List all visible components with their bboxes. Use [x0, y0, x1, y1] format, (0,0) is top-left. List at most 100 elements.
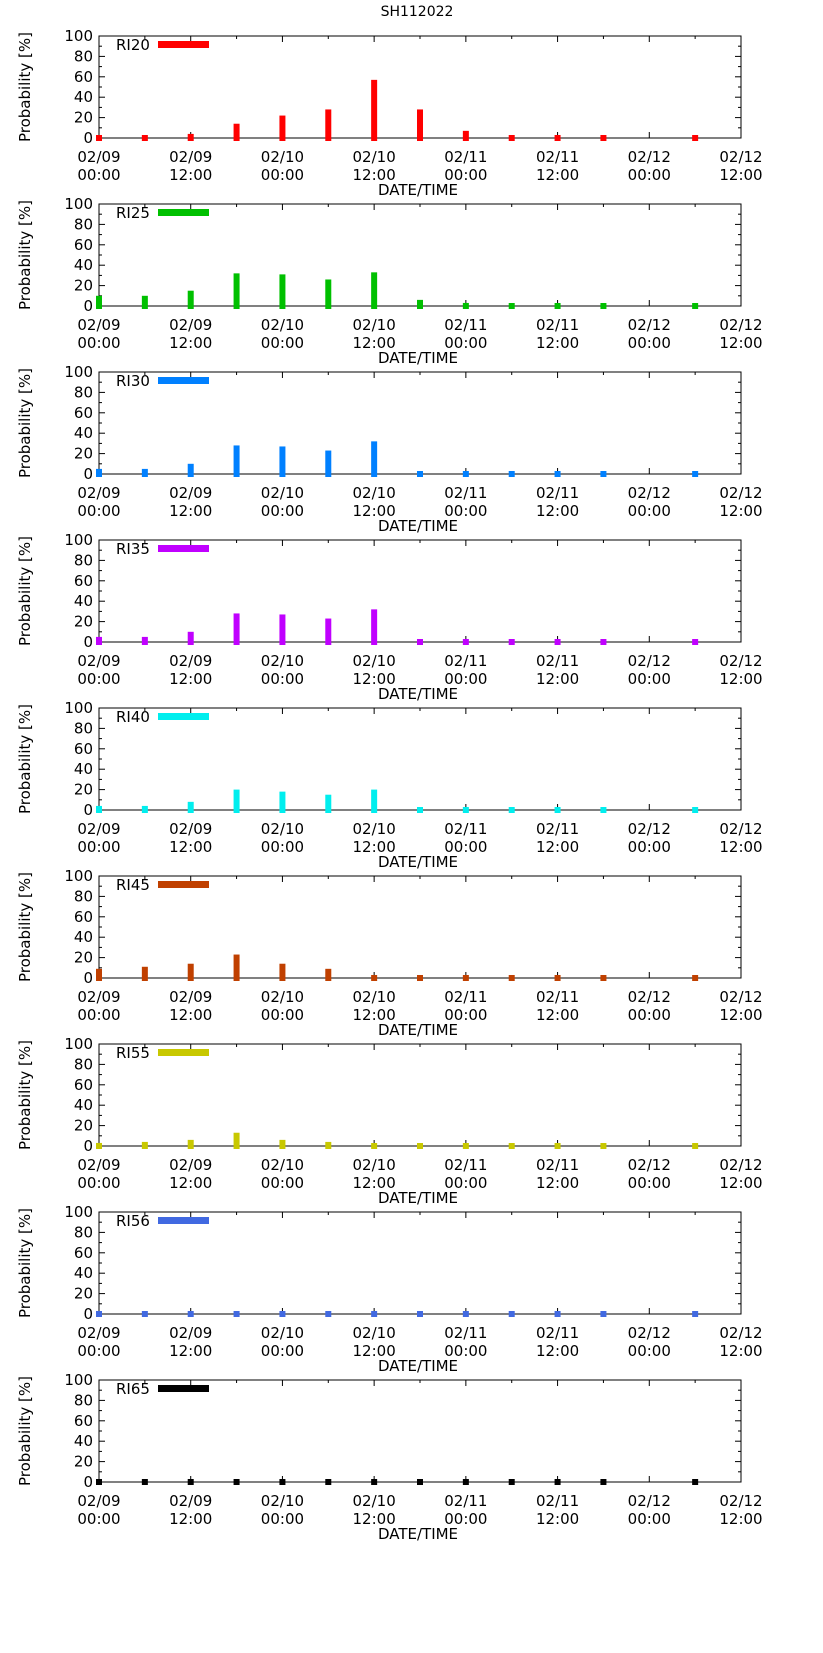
x-tick-label-date: 02/10 — [261, 148, 304, 166]
y-tick-label: 20 — [74, 109, 93, 127]
x-tick-label-time: 00:00 — [261, 838, 304, 856]
y-axis-label: Probability [%] — [16, 1208, 34, 1318]
bar — [371, 609, 378, 645]
y-tick-label: 80 — [74, 383, 93, 401]
x-tick-label-time: 12:00 — [353, 838, 396, 856]
y-axis-label: Probability [%] — [16, 536, 34, 646]
x-tick-label-time: 00:00 — [77, 1006, 120, 1024]
y-tick-label: 0 — [83, 1137, 93, 1155]
y-tick-label: 100 — [64, 1035, 93, 1053]
x-tick-label-date: 02/09 — [77, 316, 120, 334]
x-tick-label-date: 02/12 — [628, 1156, 671, 1174]
bar — [96, 468, 102, 477]
x-tick-label-date: 02/12 — [719, 988, 762, 1006]
x-tick-label-date: 02/12 — [628, 316, 671, 334]
x-tick-label-time: 00:00 — [628, 838, 671, 856]
y-tick-label: 20 — [74, 1453, 93, 1471]
y-tick-label: 40 — [74, 256, 93, 274]
bar — [371, 441, 378, 477]
x-tick-label-date: 02/09 — [77, 1324, 120, 1342]
bar — [371, 975, 378, 981]
x-tick-label-time: 12:00 — [536, 1510, 579, 1528]
x-tick-label-time: 00:00 — [444, 334, 487, 352]
bar — [187, 1479, 194, 1485]
x-tick-label-date: 02/12 — [628, 1492, 671, 1510]
x-tick-label-date: 02/11 — [444, 652, 487, 670]
x-tick-label-time: 00:00 — [77, 670, 120, 688]
y-tick-label: 100 — [64, 27, 93, 45]
bar — [462, 1143, 469, 1149]
x-tick-label-time: 00:00 — [77, 1174, 120, 1192]
x-tick-label-date: 02/10 — [261, 820, 304, 838]
x-tick-label-date: 02/11 — [536, 1324, 579, 1342]
bar — [554, 975, 561, 981]
bar — [600, 135, 607, 141]
x-axis-label: DATE/TIME — [378, 1021, 458, 1039]
x-tick-label-time: 00:00 — [77, 1342, 120, 1360]
legend-swatch — [158, 209, 209, 216]
x-tick-label-time: 00:00 — [77, 334, 120, 352]
x-tick-label-date: 02/12 — [628, 484, 671, 502]
bar — [692, 975, 699, 981]
x-tick-label-time: 00:00 — [444, 1006, 487, 1024]
x-tick-label-date: 02/11 — [536, 820, 579, 838]
bar — [508, 303, 515, 309]
bar — [462, 807, 469, 813]
y-axis-label: Probability [%] — [16, 200, 34, 310]
x-tick-label-time: 12:00 — [353, 502, 396, 520]
x-tick-label-time: 00:00 — [261, 1006, 304, 1024]
x-tick-label-time: 12:00 — [353, 1342, 396, 1360]
x-tick-label-time: 12:00 — [719, 1510, 762, 1528]
x-tick-label-time: 12:00 — [169, 1342, 212, 1360]
bar — [554, 303, 561, 309]
bar — [233, 789, 240, 813]
bar — [508, 639, 515, 645]
x-tick-label-date: 02/09 — [169, 1492, 212, 1510]
y-tick-label: 0 — [83, 633, 93, 651]
x-tick-label-time: 12:00 — [536, 502, 579, 520]
bar — [325, 1479, 332, 1485]
x-tick-label-date: 02/09 — [169, 652, 212, 670]
x-axis-label: DATE/TIME — [378, 181, 458, 199]
x-tick-label-time: 12:00 — [719, 1174, 762, 1192]
y-axis-label: Probability [%] — [16, 1376, 34, 1486]
x-tick-label-time: 00:00 — [628, 334, 671, 352]
x-tick-label-time: 12:00 — [353, 1006, 396, 1024]
bar — [187, 1139, 194, 1149]
y-axis-label: Probability [%] — [16, 704, 34, 814]
plot-frame — [98, 1043, 742, 1147]
x-tick-label-time: 00:00 — [444, 1174, 487, 1192]
bar — [600, 975, 607, 981]
y-tick-label: 60 — [74, 1244, 93, 1262]
x-tick-label-date: 02/10 — [261, 988, 304, 1006]
y-tick-label: 0 — [83, 969, 93, 987]
x-tick-label-date: 02/12 — [719, 1492, 762, 1510]
x-tick-label-time: 00:00 — [261, 670, 304, 688]
bar — [462, 975, 469, 981]
x-axis-label: DATE/TIME — [378, 853, 458, 871]
x-tick-label-time: 12:00 — [719, 1006, 762, 1024]
x-tick-label-date: 02/10 — [353, 820, 396, 838]
x-tick-label-date: 02/12 — [719, 316, 762, 334]
bar — [600, 1479, 607, 1485]
bar — [692, 303, 699, 309]
bar — [96, 968, 102, 981]
bar — [371, 1143, 378, 1149]
legend-label: RI40 — [116, 708, 150, 726]
bar — [462, 1479, 469, 1485]
x-tick-label-date: 02/12 — [719, 820, 762, 838]
y-tick-label: 80 — [74, 1223, 93, 1241]
x-tick-label-date: 02/12 — [719, 1156, 762, 1174]
legend-label: RI25 — [116, 204, 150, 222]
x-tick-label-time: 12:00 — [353, 670, 396, 688]
x-tick-label-date: 02/10 — [261, 1324, 304, 1342]
bar — [325, 279, 332, 309]
bar — [554, 807, 561, 813]
bar — [141, 966, 148, 981]
bar — [279, 115, 286, 141]
x-tick-label-time: 00:00 — [444, 1510, 487, 1528]
bar — [600, 639, 607, 645]
bar — [233, 1132, 240, 1149]
bar — [371, 1311, 378, 1317]
y-tick-label: 0 — [83, 1305, 93, 1323]
